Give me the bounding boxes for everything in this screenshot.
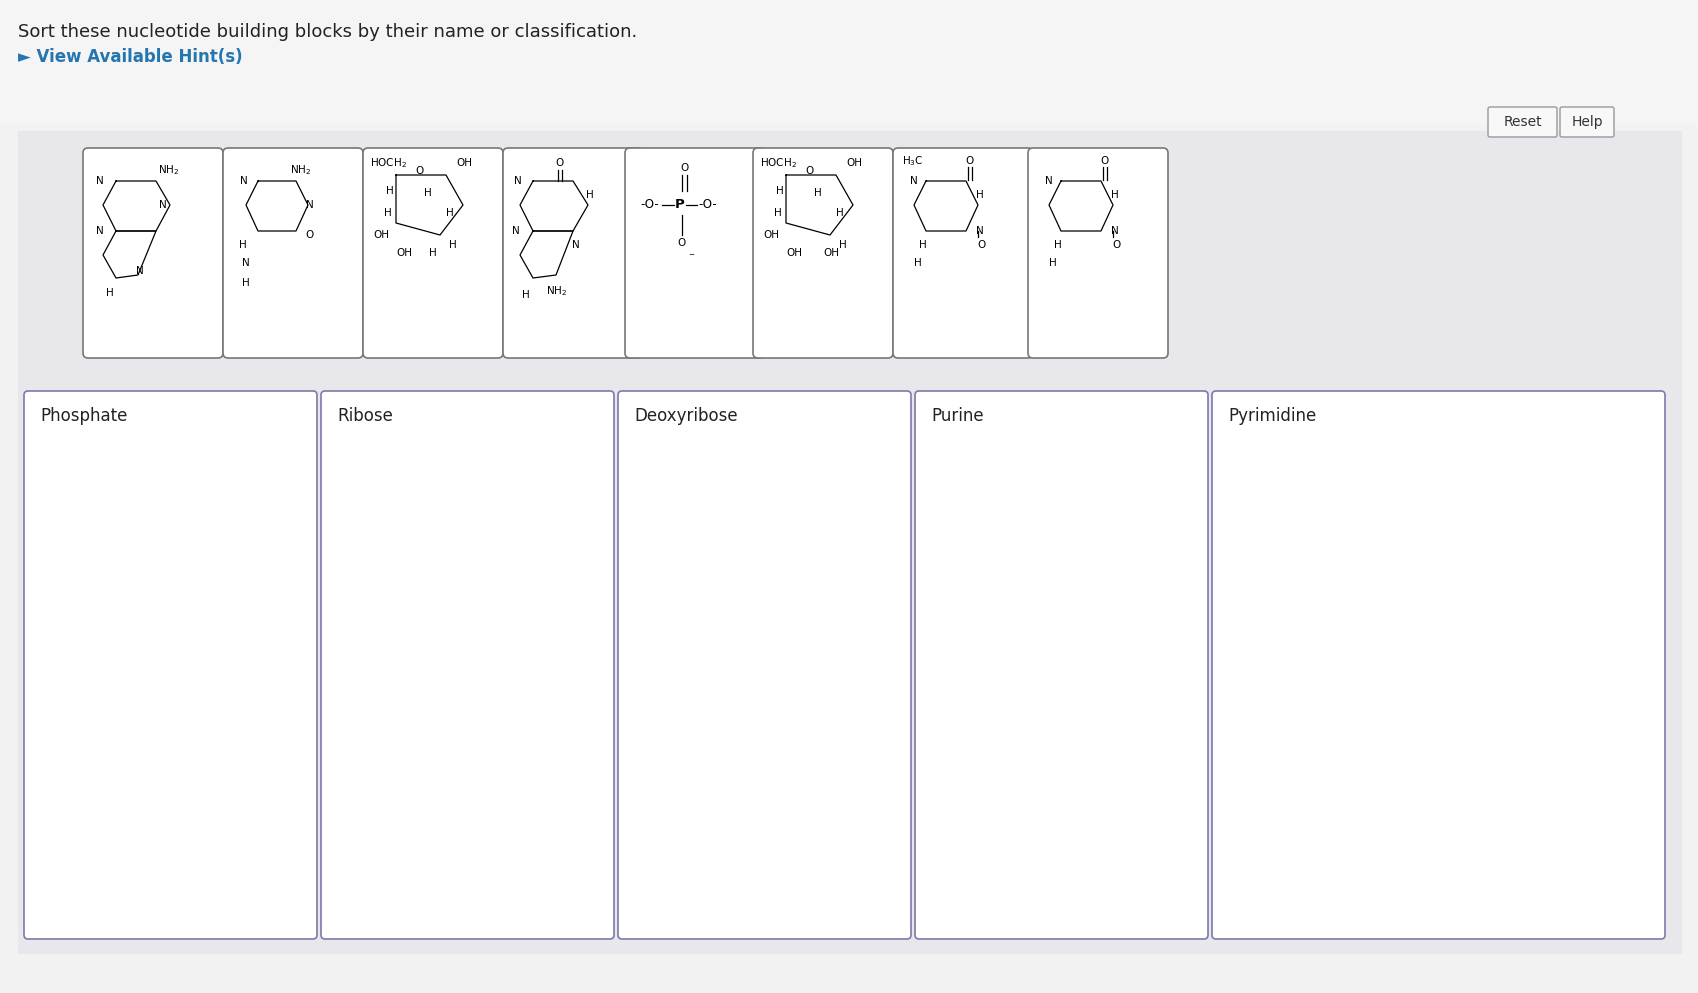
FancyBboxPatch shape [618, 391, 910, 939]
Text: H: H [1048, 258, 1056, 268]
Text: H: H [243, 278, 250, 288]
Text: O: O [681, 163, 689, 173]
Text: O: O [978, 240, 985, 250]
Text: Sort these nucleotide building blocks by their name or classification.: Sort these nucleotide building blocks by… [19, 23, 637, 41]
Text: $^{-}$: $^{-}$ [688, 252, 694, 262]
Text: H: H [976, 190, 983, 200]
FancyBboxPatch shape [222, 148, 363, 358]
FancyBboxPatch shape [893, 148, 1032, 358]
Bar [19, 131, 1679, 953]
Text: H: H [447, 208, 453, 218]
Text: N: N [910, 176, 917, 186]
FancyBboxPatch shape [321, 391, 613, 939]
FancyBboxPatch shape [503, 148, 642, 358]
Text: OH: OH [455, 158, 472, 168]
Text: OH: OH [822, 248, 839, 258]
Text: Ribose: Ribose [336, 407, 392, 425]
Text: N: N [97, 226, 104, 236]
Text: H: H [835, 208, 844, 218]
Text: NH$_2$: NH$_2$ [545, 284, 567, 298]
Bar [0, 0, 1698, 123]
Text: H: H [448, 240, 457, 250]
Text: N: N [160, 200, 166, 210]
Text: HOCH$_2$: HOCH$_2$ [370, 156, 408, 170]
Text: Reset: Reset [1503, 115, 1540, 129]
Text: N: N [572, 240, 579, 250]
Text: H: H [586, 190, 594, 200]
Text: N: N [239, 176, 248, 186]
FancyBboxPatch shape [1027, 148, 1167, 358]
Text: -O-: -O- [640, 199, 659, 212]
Text: Pyrimidine: Pyrimidine [1228, 407, 1316, 425]
Text: O: O [306, 230, 314, 240]
Text: O: O [416, 166, 424, 176]
Text: N: N [97, 176, 104, 186]
Text: H: H [384, 208, 392, 218]
Text: O: O [805, 166, 813, 176]
Text: NH$_2$: NH$_2$ [290, 163, 311, 177]
FancyBboxPatch shape [915, 391, 1207, 939]
Text: H: H [813, 188, 822, 198]
Text: N: N [136, 266, 144, 276]
Text: Help: Help [1571, 115, 1601, 129]
Text: N: N [514, 176, 521, 186]
Text: H: H [105, 288, 114, 298]
FancyBboxPatch shape [752, 148, 893, 358]
Text: O: O [1100, 156, 1109, 166]
Text: O: O [678, 238, 686, 248]
Text: HOCH$_2$: HOCH$_2$ [759, 156, 796, 170]
Text: Phosphate: Phosphate [41, 407, 127, 425]
Text: H: H [239, 240, 246, 250]
Text: ► View Available Hint(s): ► View Available Hint(s) [19, 48, 243, 66]
Text: -O-: -O- [698, 199, 717, 212]
FancyBboxPatch shape [363, 148, 503, 358]
Text: OH: OH [396, 248, 411, 258]
Text: H: H [839, 240, 846, 250]
Text: H: H [914, 258, 922, 268]
Text: N: N [1110, 226, 1119, 236]
Text: H: H [919, 240, 927, 250]
Text: N: N [306, 200, 314, 210]
Text: O: O [964, 156, 973, 166]
FancyBboxPatch shape [625, 148, 764, 358]
Text: OH: OH [762, 230, 779, 240]
Text: H: H [521, 290, 530, 300]
Text: H: H [424, 188, 431, 198]
Text: H: H [776, 186, 783, 196]
FancyBboxPatch shape [83, 148, 222, 358]
FancyBboxPatch shape [1559, 107, 1613, 137]
Text: N: N [243, 258, 250, 268]
Text: H: H [1053, 240, 1061, 250]
Text: O: O [555, 158, 564, 168]
FancyBboxPatch shape [24, 391, 318, 939]
Text: NH$_2$: NH$_2$ [158, 163, 178, 177]
Text: O: O [1112, 240, 1121, 250]
Text: OH: OH [374, 230, 389, 240]
Text: H$_3$C: H$_3$C [902, 154, 924, 168]
Text: N: N [511, 226, 520, 236]
Text: H: H [774, 208, 781, 218]
Text: N: N [1044, 176, 1053, 186]
Text: Deoxyribose: Deoxyribose [633, 407, 737, 425]
Text: OH: OH [846, 158, 861, 168]
FancyBboxPatch shape [1487, 107, 1555, 137]
Text: P: P [674, 199, 684, 212]
Text: Purine: Purine [931, 407, 983, 425]
Text: N: N [976, 226, 983, 236]
Text: OH: OH [786, 248, 801, 258]
Text: H: H [385, 186, 394, 196]
Text: H: H [1110, 190, 1119, 200]
FancyBboxPatch shape [1211, 391, 1664, 939]
Text: H: H [430, 248, 436, 258]
